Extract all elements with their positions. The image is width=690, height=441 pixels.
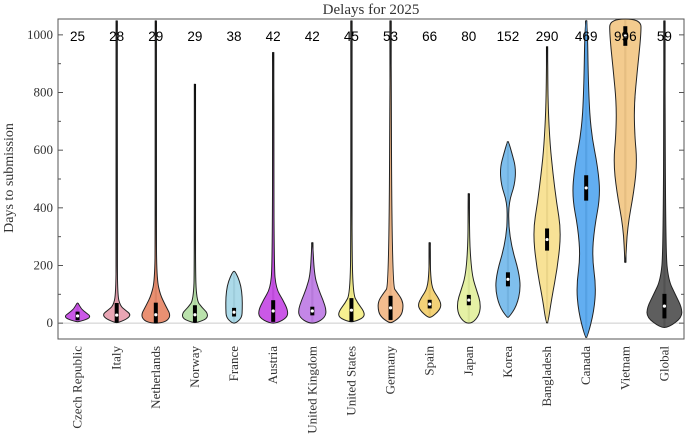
median-value-label: 80: [461, 29, 476, 44]
y-axis-label: Days to submission: [2, 123, 17, 233]
violin-body: [338, 19, 365, 323]
violin-bangladesh: Bangladesh: [533, 45, 561, 407]
violin-body: [225, 270, 243, 324]
category-label: France: [226, 346, 241, 382]
median-value-label: 28: [109, 29, 124, 44]
median-value-label: 25: [70, 29, 85, 44]
category-label: United Kingdom: [304, 346, 319, 434]
category-label: United States: [343, 346, 358, 416]
y-tick-label: 600: [34, 142, 54, 157]
violin-body: [258, 51, 289, 324]
violin-global: Global: [646, 19, 683, 382]
violin-median-dot: [584, 186, 588, 190]
median-value-label: 53: [383, 29, 398, 44]
y-tick-label: 200: [34, 257, 54, 272]
median-value-label: 152: [497, 29, 520, 44]
category-label: Norway: [187, 346, 202, 388]
violin-median-dot: [388, 306, 393, 310]
violin-median-dot: [506, 277, 510, 281]
violin-france: France: [225, 270, 243, 382]
category-label: Germany: [383, 346, 398, 395]
violin-italy: Italy: [103, 19, 131, 370]
violin-median-dot: [623, 34, 627, 38]
violin-body: [533, 45, 561, 324]
category-label: Italy: [109, 346, 124, 370]
violin-body: [495, 140, 521, 318]
median-value-label: 59: [657, 29, 672, 44]
violin-body: [181, 83, 208, 324]
category-label: Korea: [500, 346, 515, 378]
category-label: Netherlands: [148, 346, 163, 409]
violin-median-dot: [467, 298, 471, 302]
violin-body: [418, 241, 442, 318]
violin-norway: Norway: [181, 83, 208, 388]
median-value-label: 469: [575, 29, 598, 44]
y-tick-label: 400: [34, 200, 54, 215]
violin-body: [646, 19, 683, 329]
category-label: Austria: [265, 346, 280, 385]
median-value-label: 29: [187, 29, 202, 44]
category-label: Czech Republic: [70, 346, 85, 429]
violin-body: [609, 18, 642, 264]
y-tick-label: 0: [47, 315, 54, 330]
violin-germany: Germany: [377, 19, 404, 395]
violin-body: [141, 19, 171, 324]
category-label: Vietnam: [617, 346, 632, 390]
violin-median-dot: [662, 304, 667, 308]
violin-united-states: United States: [338, 19, 365, 416]
violin-median-dot: [271, 309, 275, 313]
violin-united-kingdom: United Kingdom: [298, 241, 327, 434]
violin-netherlands: Netherlands: [141, 19, 171, 409]
violin-czech-republic: Czech Republic: [64, 302, 91, 429]
violin-vietnam: Vietnam: [609, 18, 642, 390]
category-label: Global: [656, 346, 671, 382]
violin-median-dot: [428, 302, 432, 306]
median-value-label: 42: [305, 29, 320, 44]
violin-canada: Canada: [572, 19, 600, 385]
violin-korea: Korea: [495, 140, 521, 378]
median-value-label: 290: [536, 29, 559, 44]
median-value-label: 45: [344, 29, 359, 44]
violin-median-dot: [75, 314, 80, 318]
y-tick-label: 800: [34, 85, 54, 100]
violin-body: [298, 241, 327, 324]
violin-spain: Spain: [418, 241, 442, 376]
y-tick-label: 1000: [27, 27, 53, 42]
violin-median-dot: [310, 309, 314, 313]
violin-body: [456, 192, 481, 324]
category-label: Bangladesh: [539, 346, 554, 407]
axes-layer: 0 200 400 600 800 1000: [27, 27, 684, 330]
violin-body: [103, 19, 131, 324]
violin-austria: Austria: [258, 51, 289, 385]
violin-japan: Japan: [456, 192, 481, 376]
violin-median-dot: [232, 310, 236, 314]
violin-median-dot: [115, 313, 119, 317]
category-label: Canada: [578, 346, 593, 385]
violin-body: [377, 19, 404, 324]
median-value-label: 38: [227, 29, 242, 44]
median-labels-layer: 25 28 29 29 38 42 42 45 53 66 80 152 290 469 996 59: [70, 29, 672, 44]
violin-median-dot: [193, 313, 197, 317]
violin-median-dot: [349, 308, 354, 312]
violins-layer: Czech Republic Italy Netherlands Norway Fran…: [64, 18, 683, 434]
violin-median-dot: [545, 237, 549, 242]
median-value-label: 66: [422, 29, 437, 44]
median-value-label: 29: [148, 29, 163, 44]
violin-median-dot: [154, 313, 158, 317]
chart-title: Delays for 2025: [323, 2, 420, 18]
category-label: Spain: [422, 346, 437, 376]
median-value-label: 996: [614, 29, 637, 44]
category-label: Japan: [461, 346, 476, 376]
median-value-label: 42: [266, 29, 281, 44]
